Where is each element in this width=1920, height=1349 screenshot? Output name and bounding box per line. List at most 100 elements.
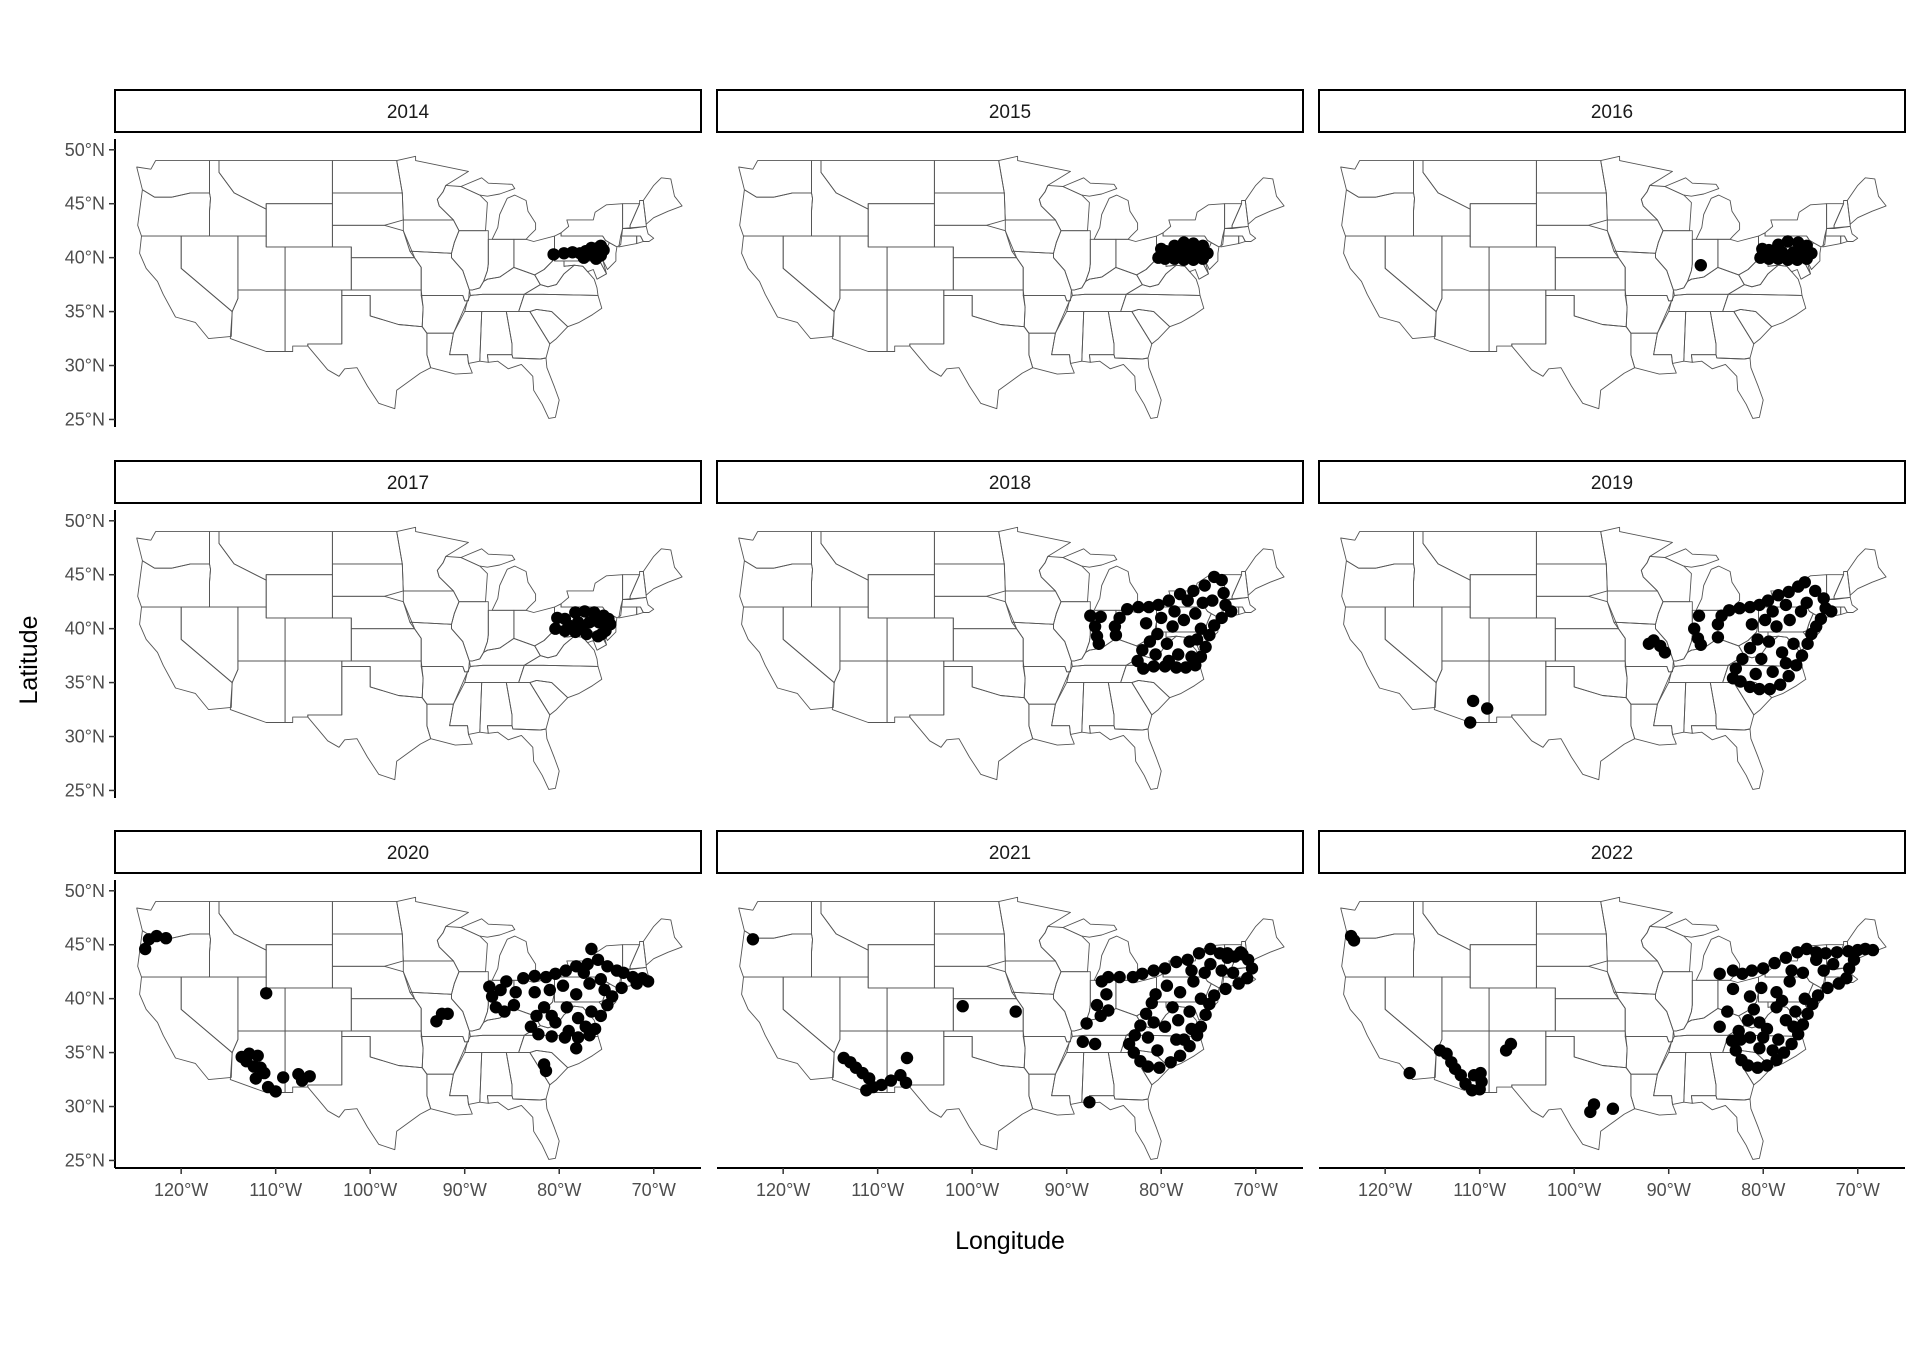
state-outline [560, 203, 624, 248]
data-point [1785, 964, 1798, 977]
state-outline [265, 203, 333, 248]
y-tick-label: 50°N [65, 511, 105, 531]
data-point [900, 1051, 914, 1065]
data-point [269, 1085, 282, 1098]
state-outline [331, 965, 416, 1000]
data-point [1801, 637, 1814, 650]
x-tick-label: 120°W [1358, 1180, 1412, 1200]
state-outline [449, 1052, 483, 1105]
data-point [583, 977, 596, 990]
data-point [1763, 682, 1777, 696]
data-point [1743, 600, 1757, 614]
state-outline [998, 155, 1071, 221]
data-point [251, 1049, 264, 1063]
data-point [1768, 956, 1781, 970]
facet-panel-2022: 2022 120°W 110°W 100°W 90°W 80°W 70°W [1318, 830, 1906, 1200]
state-outline [1384, 606, 1443, 684]
data-point [1164, 248, 1177, 261]
data-point [1830, 946, 1844, 959]
data-point [1783, 613, 1796, 627]
facet-strip [114, 89, 702, 133]
data-point [1143, 635, 1157, 648]
state-outline [1535, 595, 1620, 630]
state-outline [1511, 1035, 1636, 1151]
data-point [1204, 957, 1217, 971]
x-tick-label: 70°W [1234, 1180, 1278, 1200]
data-point [594, 1009, 607, 1023]
facet-strip-label: 2022 [1591, 843, 1633, 864]
state-outline [1022, 1035, 1070, 1075]
state-outline [265, 574, 333, 619]
data-point [277, 1071, 290, 1084]
data-point [524, 1020, 538, 1033]
data-point [562, 619, 575, 632]
data-point [899, 1076, 913, 1090]
state-outline [529, 679, 569, 716]
x-tick-label: 110°W [249, 1180, 302, 1200]
state-outline [523, 264, 599, 296]
state-outline [1085, 238, 1117, 282]
data-point [1761, 594, 1775, 607]
state-outline [1668, 293, 1729, 313]
state-outline [420, 294, 468, 334]
state-outline [867, 203, 935, 248]
state-outline [396, 155, 469, 221]
data-point [559, 964, 572, 977]
state-outline [1469, 574, 1537, 619]
data-point [1084, 609, 1097, 622]
data-point [746, 933, 760, 946]
state-outline [1600, 526, 1673, 592]
data-point [615, 981, 628, 995]
state-outline [1535, 160, 1607, 194]
data-point [1760, 1059, 1774, 1072]
state-outline [782, 976, 841, 1054]
state-outline [460, 918, 516, 938]
data-point [1688, 622, 1701, 635]
data-point [1149, 988, 1162, 1001]
state-outline [1824, 225, 1859, 242]
data-point [1817, 964, 1830, 977]
state-outline [811, 531, 869, 608]
observation-points [1084, 570, 1238, 675]
data-point [551, 611, 564, 625]
state-outline [738, 160, 812, 198]
state-outline [265, 944, 333, 989]
state-outline [518, 664, 603, 699]
data-point [860, 1084, 873, 1097]
state-outline [396, 896, 469, 962]
y-tick-label: 30°N [65, 1097, 105, 1117]
state-outline [839, 606, 888, 662]
data-point [1090, 998, 1104, 1012]
state-outline [1088, 354, 1162, 419]
state-outline [1120, 293, 1205, 328]
state-outline [486, 354, 560, 419]
state-outline [933, 965, 1018, 1000]
data-point [1226, 966, 1240, 979]
state-outline [1341, 560, 1415, 608]
state-outline [486, 725, 560, 790]
facet-strip [114, 460, 702, 504]
y-tick-label: 25°N [65, 1150, 105, 1170]
data-point [1189, 607, 1202, 620]
data-point [1751, 633, 1764, 646]
data-point [1088, 620, 1102, 633]
y-tick-label: 50°N [65, 140, 105, 160]
observation-points [547, 239, 610, 265]
data-point [1774, 678, 1787, 691]
y-axis-title: Latitude [15, 616, 43, 705]
data-point [589, 252, 603, 265]
data-point [543, 983, 556, 997]
x-tick-label: 100°W [343, 1180, 397, 1200]
data-point [532, 1028, 545, 1041]
data-point [545, 1009, 558, 1023]
state-outline [136, 531, 210, 569]
data-point [1172, 1014, 1185, 1027]
data-point [1164, 1056, 1177, 1069]
state-outline [396, 526, 469, 592]
data-point [1787, 246, 1800, 259]
state-outline [402, 219, 460, 254]
state-outline [886, 660, 945, 723]
data-point [1199, 640, 1212, 654]
data-point [1403, 1066, 1416, 1080]
